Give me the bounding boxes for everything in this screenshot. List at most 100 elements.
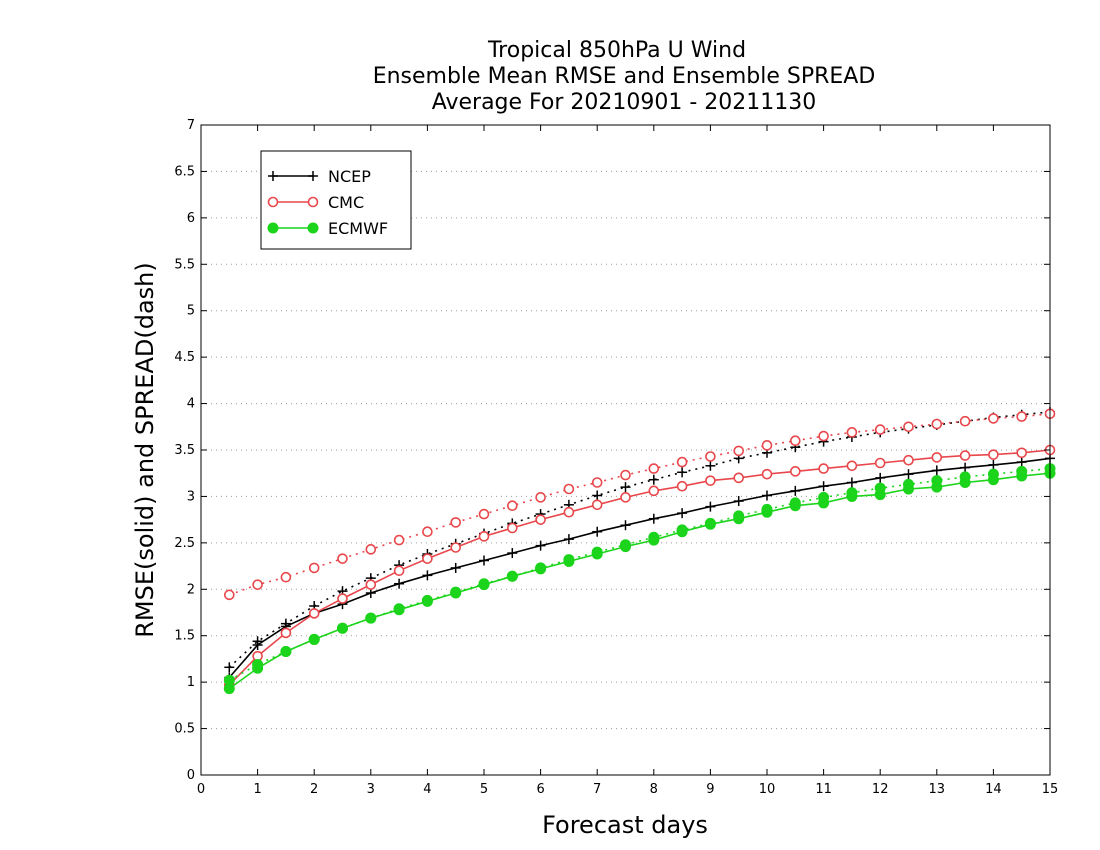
legend-marker <box>267 196 279 208</box>
data-point-ecmwf-spread <box>789 497 801 509</box>
legend-marker <box>268 171 278 181</box>
data-point-cmc-spread <box>959 415 971 427</box>
data-point-ecmwf-spread <box>931 475 943 487</box>
legend: NCEP CMC ECMWF <box>260 150 412 250</box>
data-point-cmc-spread <box>450 517 462 528</box>
x-tick-label: 7 <box>593 782 601 797</box>
data-point-cmc-rmse <box>535 514 546 525</box>
legend-label: CMC <box>328 193 364 212</box>
data-point-ecmwf-spread <box>506 570 518 582</box>
data-point-cmc-rmse <box>478 531 490 542</box>
data-point-ecmwf-spread <box>280 646 292 657</box>
x-tick-label: 2 <box>310 782 318 797</box>
data-point-cmc-spread <box>393 534 405 546</box>
legend-label: NCEP <box>328 167 371 186</box>
data-point-cmc-rmse <box>506 522 518 534</box>
data-point-cmc-rmse <box>422 553 433 564</box>
y-tick-label: 6 <box>187 211 195 226</box>
data-point-ncep-spread <box>648 474 659 485</box>
data-point-cmc-spread <box>846 427 858 438</box>
data-point-cmc-spread <box>1016 411 1028 422</box>
series-line-cmc-rmse <box>228 449 1051 686</box>
data-point-cmc-rmse <box>563 506 575 518</box>
y-tick-label: 3 <box>187 489 195 504</box>
data-point-ecmwf-spread <box>308 633 320 645</box>
data-point-cmc-rmse <box>393 565 405 577</box>
data-point-ncep-rmse <box>677 508 688 519</box>
y-tick-label: 0.5 <box>174 722 195 737</box>
data-point-cmc-spread <box>648 463 660 474</box>
data-point-cmc-rmse <box>1016 447 1028 459</box>
data-point-cmc-spread <box>252 579 263 590</box>
data-point-ecmwf-spread <box>676 524 688 536</box>
series-ecmwf-rmse <box>223 467 1056 695</box>
data-point-cmc-spread <box>563 483 575 495</box>
data-point-cmc-spread <box>337 553 348 564</box>
data-point-ncep-spread <box>280 618 291 629</box>
data-point-ncep-rmse <box>903 469 914 480</box>
data-point-cmc-rmse <box>931 452 943 463</box>
x-tick-label: 13 <box>929 782 946 797</box>
data-point-ecmwf-spread <box>733 510 745 522</box>
data-point-ecmwf-spread <box>252 659 264 670</box>
y-tick-label: 5.5 <box>174 257 195 272</box>
data-point-cmc-spread <box>761 440 773 451</box>
x-tick-label: 1 <box>253 782 261 797</box>
data-point-cmc-spread <box>705 451 716 462</box>
data-point-cmc-rmse <box>676 480 688 492</box>
x-tick-label: 9 <box>706 782 714 797</box>
y-tick-label: 2.5 <box>174 536 195 551</box>
data-point-ecmwf-spread <box>761 503 773 515</box>
data-point-ecmwf-spread <box>903 478 914 490</box>
data-point-cmc-spread <box>903 421 914 433</box>
data-point-ncep-spread <box>252 636 263 647</box>
data-point-cmc-rmse <box>308 608 320 619</box>
data-point-cmc-spread <box>280 571 292 583</box>
data-point-ecmwf-spread <box>591 546 603 558</box>
data-point-ncep-spread <box>620 482 631 493</box>
data-point-cmc-spread <box>874 424 886 435</box>
data-point-ncep-rmse <box>422 570 433 581</box>
data-point-cmc-rmse <box>903 454 914 466</box>
legend-item-ecmwf: ECMWF <box>267 219 388 238</box>
series-line-ecmwf-spread <box>228 467 1051 681</box>
data-point-ecmwf-spread <box>393 603 405 615</box>
data-point-ecmwf-spread <box>987 468 999 480</box>
x-tick-label: 6 <box>536 782 544 797</box>
data-point-cmc-spread <box>591 477 603 488</box>
data-point-cmc-spread <box>931 418 943 430</box>
data-point-cmc-spread <box>789 435 801 447</box>
data-point-cmc-rmse <box>648 485 660 497</box>
data-point-ecmwf-spread <box>846 487 858 499</box>
data-point-ecmwf-spread <box>365 612 377 624</box>
data-point-ecmwf-spread <box>704 517 716 529</box>
data-point-ncep-rmse <box>790 485 801 496</box>
data-point-ncep-rmse <box>592 526 603 537</box>
data-point-ncep-spread <box>592 490 603 501</box>
legend-marker <box>307 196 319 208</box>
data-point-ecmwf-spread <box>818 491 830 503</box>
data-point-cmc-spread <box>478 508 490 520</box>
y-tick-label: 1 <box>187 675 195 690</box>
data-point-ncep-spread <box>224 662 235 673</box>
series-cmc-spread <box>224 408 1056 601</box>
y-tick-label: 2 <box>187 582 195 597</box>
data-point-cmc-rmse <box>365 579 377 590</box>
legend-box <box>260 150 412 250</box>
data-point-ncep-rmse <box>733 496 744 507</box>
data-point-cmc-rmse <box>959 450 971 461</box>
grid <box>201 170 1050 730</box>
data-point-cmc-rmse <box>846 460 858 472</box>
y-tick-label: 1.5 <box>174 629 195 644</box>
data-point-ecmwf-spread <box>450 586 462 598</box>
y-tick-label: 6.5 <box>174 164 195 179</box>
y-tick-label: 4 <box>187 397 195 412</box>
data-point-cmc-rmse <box>280 627 292 639</box>
data-point-cmc-spread <box>506 500 518 512</box>
legend-item-cmc: CMC <box>267 193 364 212</box>
x-tick-label: 4 <box>423 782 431 797</box>
legend-marker <box>308 171 318 181</box>
data-point-ncep-rmse <box>450 562 461 573</box>
data-point-ncep-spread <box>705 460 716 471</box>
data-point-ecmwf-spread <box>874 482 886 494</box>
